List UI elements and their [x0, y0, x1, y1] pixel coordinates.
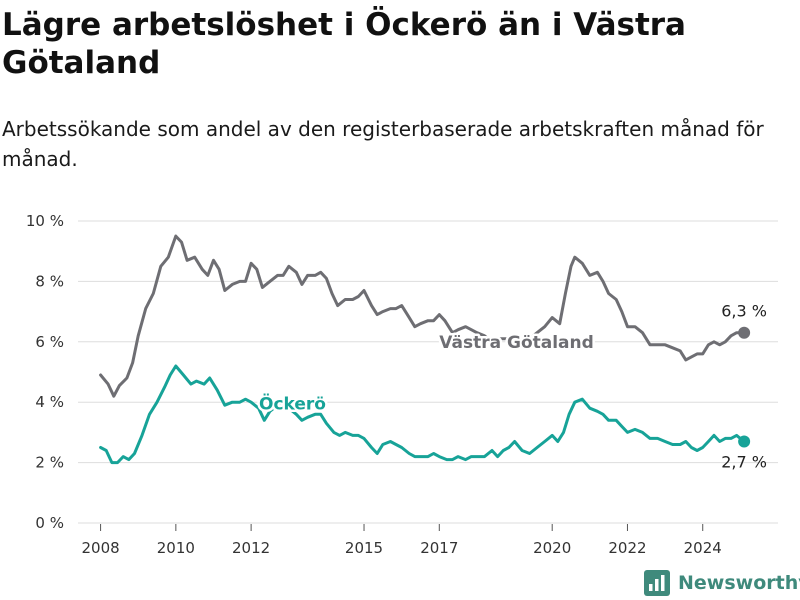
x-tick-label: 2020 — [533, 539, 571, 557]
brand-name: Newsworthy — [678, 572, 800, 594]
series-end-value-label-1: 2,7 % — [721, 452, 767, 471]
chart-subtitle: Arbetssökande som andel av den registerb… — [2, 117, 764, 171]
brand-logo: Newsworthy — [644, 566, 800, 600]
series-labels: Västra Götaland Öckerö 6,3 % 2,7 % — [257, 302, 767, 472]
x-tick-label: 2022 — [608, 539, 646, 557]
series-lines — [99, 234, 751, 465]
series-name-label-1: Öckerö — [259, 393, 326, 415]
line-chart: 0 % 2 % 4 % 6 % 8 % 10 % 2008 2010 2012 2015 2017… — [26, 212, 778, 557]
y-axis: 0 % 2 % 4 % 6 % 8 % 10 % — [26, 212, 64, 532]
gridlines — [78, 220, 778, 524]
x-tick-label: 2010 — [157, 539, 195, 557]
x-tick-label: 2015 — [345, 539, 383, 557]
x-axis: 2008 2010 2012 2015 2017 2020 2022 2024 — [81, 524, 722, 557]
chart-title: Lägre arbetslöshet i Öckerö än i Västra … — [2, 7, 686, 81]
series-line-1 — [99, 364, 746, 465]
y-tick-label: 2 % — [35, 454, 64, 472]
series-line-0 — [99, 234, 746, 398]
y-tick-label: 0 % — [35, 514, 64, 532]
series-end-point-1 — [738, 435, 751, 448]
series-end-value-label-0: 6,3 % — [721, 302, 767, 321]
y-tick-label: 4 % — [35, 393, 64, 411]
series-name-label-0: Västra Götaland — [439, 333, 594, 353]
x-tick-label: 2017 — [420, 539, 458, 557]
series-end-point-0 — [738, 326, 751, 339]
y-tick-label: 6 % — [35, 333, 64, 351]
x-tick-label: 2008 — [81, 539, 119, 557]
x-tick-label: 2012 — [232, 539, 270, 557]
x-tick-label: 2024 — [684, 539, 722, 557]
newsworthy-logo-icon — [644, 570, 670, 596]
y-tick-label: 8 % — [35, 272, 64, 290]
y-tick-label: 10 % — [26, 212, 64, 230]
